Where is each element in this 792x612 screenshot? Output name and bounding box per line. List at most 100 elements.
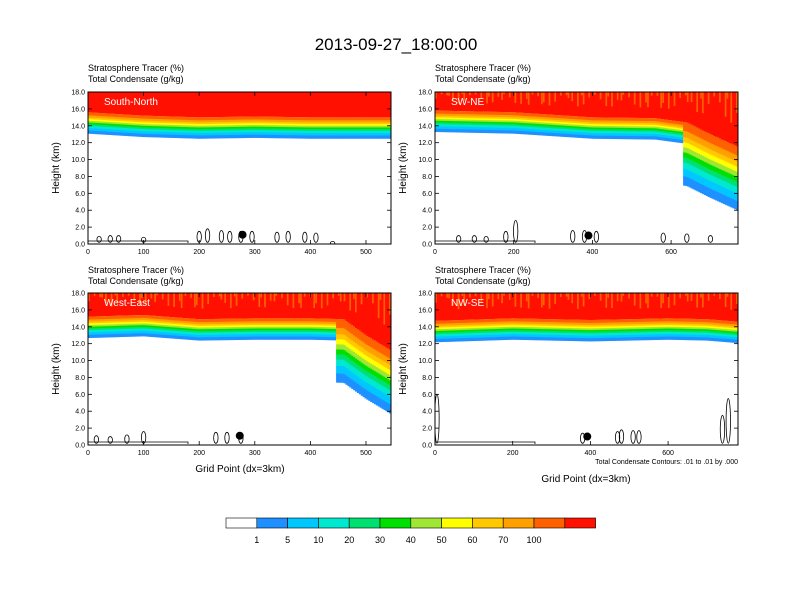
tracer-cell xyxy=(190,327,193,330)
tracer-cell xyxy=(220,330,224,333)
tracer-cell xyxy=(474,114,478,117)
tracer-cell xyxy=(93,332,97,335)
tracer-cell xyxy=(182,331,186,334)
tracer-cell xyxy=(637,124,641,127)
tracer-cell xyxy=(493,127,497,131)
tracer-cell xyxy=(110,331,114,335)
tracer-cell xyxy=(106,121,110,124)
tracer-cell xyxy=(355,120,358,123)
tracer-cell xyxy=(137,315,140,319)
tracer-cell xyxy=(319,127,322,130)
tracer-cell xyxy=(667,125,671,128)
tracer-cell xyxy=(141,92,144,116)
tracer-cell xyxy=(91,324,95,327)
tracer-cell xyxy=(245,128,248,131)
tracer-cell xyxy=(286,132,290,136)
tracer-cell xyxy=(106,125,110,128)
tracer-cell xyxy=(167,92,171,117)
tracer-cell xyxy=(336,124,339,127)
tracer-cell xyxy=(256,130,260,133)
tracer-cell xyxy=(150,293,153,299)
tracer-cell xyxy=(264,333,267,337)
tracer-cell xyxy=(222,325,225,328)
tracer-cell xyxy=(192,127,195,130)
tracer-cell xyxy=(239,330,242,333)
tracer-cell xyxy=(281,318,284,322)
tracer-cell xyxy=(139,326,142,329)
tracer-cell xyxy=(692,134,696,142)
tracer-cell xyxy=(101,119,104,122)
tracer-cell xyxy=(192,130,195,134)
tracer-cell xyxy=(465,126,468,130)
tracer-cell xyxy=(199,127,203,130)
tracer-cell xyxy=(163,293,167,317)
tracer-cell xyxy=(237,327,241,330)
tracer-cell xyxy=(662,131,665,134)
tracer-cell xyxy=(106,324,110,327)
tracer-cell xyxy=(218,330,222,333)
tracer-cell xyxy=(597,129,601,132)
tracer-cell xyxy=(218,119,222,123)
tracer-cell xyxy=(605,120,608,123)
tracer-cell xyxy=(211,293,214,319)
tracer-cell xyxy=(93,316,97,320)
tracer-cell xyxy=(497,92,500,112)
tracer-cell xyxy=(159,92,163,117)
tracer-cell xyxy=(664,92,667,120)
tracer-cell xyxy=(205,123,208,126)
tracer-cell xyxy=(707,153,711,159)
tracer-cell xyxy=(159,326,163,329)
tracer-cell xyxy=(99,123,102,126)
tracer-cell xyxy=(347,135,350,139)
tracer-cell xyxy=(654,136,658,140)
tracer-cell xyxy=(89,334,93,338)
tracer-cell xyxy=(211,135,214,139)
tracer-cell xyxy=(233,332,237,335)
tracer-cell xyxy=(375,132,379,136)
tracer-cell xyxy=(241,326,244,329)
tracer-cell xyxy=(271,331,275,335)
tracer-cell xyxy=(137,330,140,334)
tracer-cell xyxy=(186,127,189,130)
tracer-cell xyxy=(470,92,474,112)
tracer-cell xyxy=(230,334,233,338)
tracer-cell xyxy=(552,121,555,124)
tracer-cell xyxy=(724,141,728,151)
tracer-cell xyxy=(311,127,314,130)
tracer-cell xyxy=(271,321,275,324)
tracer-cell xyxy=(700,92,703,130)
tracer-cell xyxy=(112,327,116,330)
tracer-cell xyxy=(177,119,180,123)
tracer-cell xyxy=(613,122,616,125)
tracer-cell xyxy=(288,293,292,319)
tracer-cell xyxy=(178,123,182,126)
tracer-cell xyxy=(125,124,129,127)
tracer-cell xyxy=(256,92,260,117)
tracer-cell xyxy=(89,112,93,116)
tracer-cell xyxy=(269,321,273,324)
tracer-cell xyxy=(650,124,654,127)
tracer-cell xyxy=(550,124,554,127)
tracer-cell xyxy=(89,323,93,326)
tracer-cell xyxy=(144,323,148,326)
tracer-cell xyxy=(129,123,133,126)
tracer-cell xyxy=(156,129,159,132)
tracer-cell xyxy=(161,92,165,117)
tracer-cell xyxy=(489,127,493,131)
tracer-cell xyxy=(118,122,121,125)
tracer-cell xyxy=(514,125,518,129)
tracer-cell xyxy=(260,330,263,333)
tracer-cell xyxy=(628,133,631,137)
tracer-cell xyxy=(88,120,91,123)
tracer-cell xyxy=(103,331,106,335)
tracer-cell xyxy=(319,130,322,134)
tracer-cell xyxy=(734,160,737,167)
tracer-cell xyxy=(258,116,261,120)
tracer-cell xyxy=(584,92,588,117)
tracer-cell xyxy=(531,123,535,126)
tracer-cell xyxy=(554,128,557,131)
tracer-cell xyxy=(139,323,142,326)
tracer-cell xyxy=(558,120,561,123)
tracer-cell xyxy=(197,124,201,127)
tracer-cell xyxy=(440,115,444,118)
